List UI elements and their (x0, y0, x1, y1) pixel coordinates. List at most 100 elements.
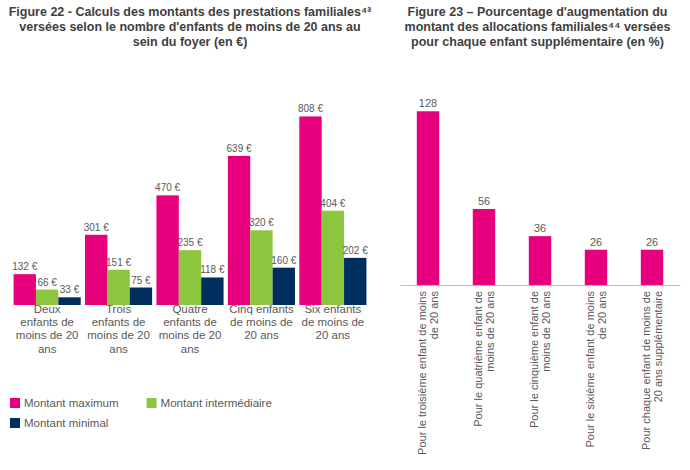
bar (473, 209, 495, 285)
x-tick-label: Deuxenfants demoins de 20 ans (16, 303, 79, 355)
legend-swatch (10, 418, 20, 428)
x-tick: Quatreenfants demoins de 20 ans (159, 303, 222, 355)
data-label: 202 € (343, 245, 368, 256)
bar (85, 235, 107, 305)
text-line: versées selon le nombre d'enfants de moi… (19, 20, 360, 34)
legend-label: Montant intermédiaire (161, 397, 272, 409)
bar (156, 195, 178, 305)
data-label: 26 (646, 236, 658, 248)
bar (107, 270, 129, 305)
text-line: Trois (106, 303, 131, 315)
text-line: de moins de (230, 316, 293, 328)
data-label: 75 € (131, 275, 151, 286)
bars (14, 116, 367, 305)
bar (299, 116, 321, 305)
legend-label: Montant maximum (24, 397, 119, 409)
x-tick: Pour le troisième enfant de moinsde 20 a… (416, 291, 441, 455)
text-line: Six enfants (304, 303, 361, 315)
data-label: 66 € (37, 277, 57, 288)
data-label: 470 € (155, 182, 180, 193)
text-line: Deux (34, 303, 61, 315)
text-line: moins de 20 (87, 329, 150, 341)
text-line: 20 ans (244, 329, 279, 341)
legend-item: Montant minimal (10, 417, 108, 429)
data-label: 301 € (84, 222, 109, 233)
text-line: pour chaque enfant supplémentaire (en %) (411, 35, 664, 49)
text-line: Pour le sixième enfant de moins (584, 291, 596, 448)
text-line: Quatre (172, 303, 207, 315)
x-tick-label: Pour le quatrième enfant demoins de 20 a… (472, 291, 497, 427)
data-labels: 12856362626 (419, 97, 658, 247)
data-label: 118 € (200, 264, 225, 275)
data-label: 235 € (177, 237, 202, 248)
x-tick: Pour le sixième enfant de moinsde 20 ans (584, 291, 609, 448)
chart-title: Figure 22 - Calculs des montants des pre… (9, 5, 372, 49)
bar (228, 156, 250, 305)
data-label: 132 € (12, 261, 37, 272)
chart-root: Figure 22 - Calculs des montants des pre… (0, 0, 690, 470)
data-label: 320 € (249, 217, 274, 228)
data-label: 128 (419, 97, 437, 109)
text-line: de 20 ans (596, 291, 608, 340)
chart-svg: Figure 22 - Calculs des montants des pre… (0, 0, 690, 470)
text-line: enfants de (92, 316, 146, 328)
x-tick: Six enfantsde moins de20 ans (302, 303, 365, 341)
text-line: 20 ans (316, 329, 351, 341)
text-line: ans (109, 343, 128, 355)
text-line: de moins de (302, 316, 365, 328)
chart-panel: Figure 23 – Pourcentage d'augmentation d… (401, 5, 681, 455)
text-line: enfants de (20, 316, 74, 328)
x-axis: Pour le troisième enfant de moinsde 20 a… (401, 286, 681, 455)
x-tick-label: Quatreenfants demoins de 20 ans (159, 303, 222, 355)
text-line: enfants de (163, 316, 217, 328)
text-line: Pour le quatrième enfant de (472, 291, 484, 427)
bar (529, 236, 551, 285)
text-line: sein du foyer (en €) (133, 35, 248, 49)
text-line: moins de 20 ans (484, 291, 496, 372)
text-line: ans (181, 343, 200, 355)
text-line: Pour le cinquième enfant de (528, 291, 540, 428)
bar (179, 250, 201, 305)
bar (344, 258, 366, 305)
data-label: 151 € (106, 257, 131, 268)
bar (641, 250, 663, 285)
x-tick: Pour chaque enfant de moins de20 ans sup… (640, 291, 665, 450)
x-tick-label: Pour le cinquième enfant demoins de 20 a… (528, 291, 553, 428)
text-line: ans (38, 343, 57, 355)
data-label: 36 (534, 222, 546, 234)
text-line: moins de 20 (159, 329, 222, 341)
x-tick: Troisenfants demoins de 20 ans (87, 303, 150, 355)
legend-swatch (10, 398, 20, 408)
bar (417, 111, 439, 285)
data-labels: 132 € 301 € 470 € 639 € 808 € 66 € 151 € 235 € 3… (12, 103, 368, 295)
bar (273, 268, 295, 305)
data-label: 56 (478, 195, 490, 207)
bar (130, 288, 152, 306)
legend-swatch (147, 398, 157, 408)
x-axis: Deuxenfants demoins de 20ansTroisenfants… (16, 303, 364, 355)
text-line: Pour chaque enfant de moins de (640, 291, 652, 450)
data-label: 639 € (227, 143, 252, 154)
bar (585, 250, 607, 285)
bar (201, 277, 223, 305)
legend-item: Montant intermédiaire (147, 397, 272, 409)
chart-panel: Figure 22 - Calculs des montants des pre… (9, 5, 372, 429)
data-label: 33 € (60, 284, 80, 295)
text-line: moins de 20 (16, 329, 79, 341)
text-line: montant des allocations familiales⁴⁴ ver… (405, 20, 671, 34)
x-tick: Cinq enfantsde moins de20 ans (229, 303, 294, 341)
axis-line (401, 285, 681, 286)
data-label: 808 € (298, 103, 323, 114)
data-label: 404 € (320, 198, 345, 209)
text-line: Figure 23 – Pourcentage d'augmentation d… (408, 5, 668, 19)
x-tick-label: Pour le sixième enfant de moinsde 20 ans (584, 291, 609, 448)
legend-label: Montant minimal (24, 417, 108, 429)
bars (417, 111, 663, 285)
text-line: de 20 ans (428, 291, 440, 340)
x-tick-label: Troisenfants demoins de 20 ans (87, 303, 150, 355)
x-tick-label: Pour le troisième enfant de moinsde 20 a… (416, 291, 441, 455)
x-tick-label: Pour chaque enfant de moins de20 ans sup… (640, 291, 665, 450)
x-tick-label: Six enfantsde moins de20 ans (302, 303, 365, 341)
data-label: 160 € (271, 255, 296, 266)
x-tick-label: Cinq enfantsde moins de20 ans (229, 303, 294, 341)
